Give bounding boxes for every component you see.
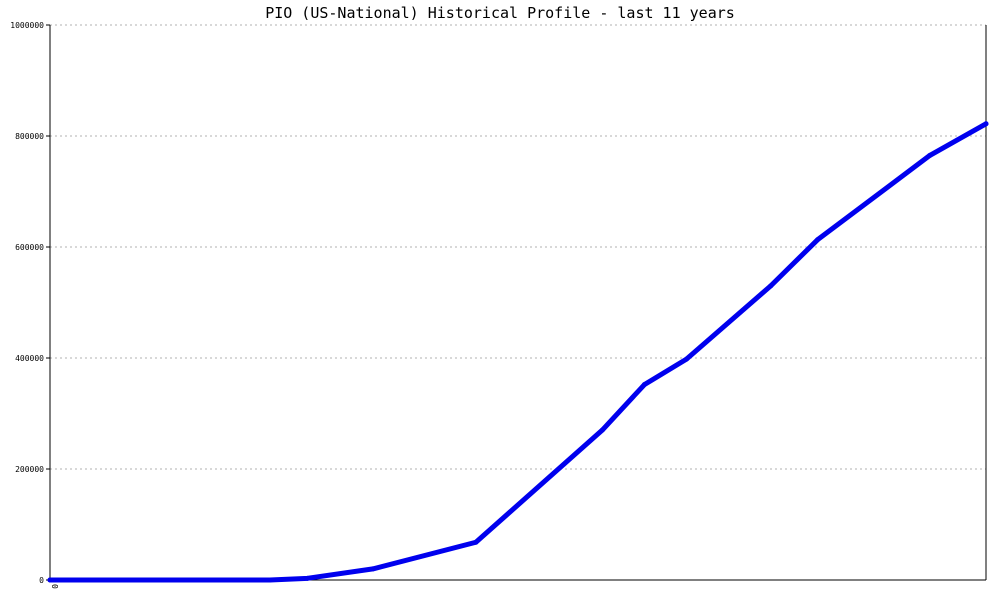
y-tick-label: 1000000 [10, 21, 44, 30]
data-point [157, 577, 163, 583]
series-layer [47, 121, 989, 583]
data-point [683, 356, 689, 362]
data-point [370, 566, 376, 572]
chart-title: PIO (US-National) Historical Profile - l… [265, 4, 735, 22]
y-tick-label: 400000 [15, 354, 44, 363]
data-point [983, 121, 989, 127]
grid-lines [50, 24, 986, 470]
data-point [927, 152, 933, 158]
data-point [768, 283, 774, 289]
y-tick-label: 800000 [15, 132, 44, 141]
data-point [267, 577, 273, 583]
data-point [304, 575, 310, 581]
y-tick-label: 0 [39, 576, 44, 585]
data-point [815, 237, 821, 243]
data-point [47, 577, 53, 583]
data-point [473, 539, 479, 545]
x-tick-label: 0 [50, 584, 59, 589]
series-line [47, 121, 989, 583]
y-tick-label: 600000 [15, 243, 44, 252]
data-point [641, 382, 647, 388]
axes: 0 200000 400000 600000 800000 1000000 0 [10, 21, 987, 589]
y-tick-label: 200000 [15, 465, 44, 474]
data-point [599, 427, 605, 433]
